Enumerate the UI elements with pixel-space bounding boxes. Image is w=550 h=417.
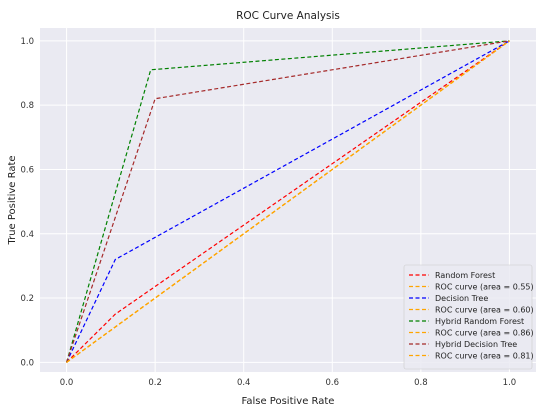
y-tick-label: 0.2: [20, 294, 34, 304]
series-line-1: [66, 40, 510, 363]
legend-label: Random Forest: [435, 271, 495, 280]
x-tick-label: 1.0: [503, 378, 517, 388]
x-tick-label: 0.8: [414, 378, 428, 388]
series-line-3: [66, 40, 510, 363]
legend-label: ROC curve (area = 0.86): [435, 329, 534, 338]
y-tick-label: 0.4: [20, 230, 34, 240]
tick-labels: 0.0 0.2 0.4 0.6 0.8 1.0 0.0 0.2 0.4 0.6 0.8 1.0: [20, 37, 516, 388]
x-tick-label: 0.4: [237, 378, 251, 388]
series-line-7: [66, 40, 510, 363]
legend-label: Hybrid Random Forest: [435, 317, 524, 326]
y-tick-label: 0.8: [20, 101, 34, 111]
series-lines: [65, 40, 510, 363]
legend-label: ROC curve (area = 0.81): [435, 352, 534, 361]
y-axis-title: True Positive Rate: [7, 155, 18, 245]
x-tick-label: 0.0: [60, 378, 74, 388]
y-tick-label: 0.6: [20, 165, 34, 175]
legend-box: [403, 264, 533, 370]
series-line-8: [66, 40, 510, 363]
y-tick-label: 0.0: [20, 358, 34, 368]
series-line-5: [65, 40, 510, 363]
x-tick-label: 0.6: [326, 378, 340, 388]
legend: Random Forest ROC curve (area = 0.55) Deci…: [403, 264, 534, 370]
legend-label: Hybrid Decision Tree: [435, 340, 517, 349]
legend-label: ROC curve (area = 0.55): [435, 283, 534, 292]
y-tick-label: 1.0: [20, 37, 34, 47]
legend-label: ROC curve (area = 0.60): [435, 306, 534, 315]
chart-title: ROC Curve Analysis: [236, 10, 340, 22]
legend-label: Decision Tree: [435, 294, 488, 303]
x-tick-label: 0.2: [148, 378, 162, 388]
x-axis-title: False Positive Rate: [242, 396, 335, 407]
